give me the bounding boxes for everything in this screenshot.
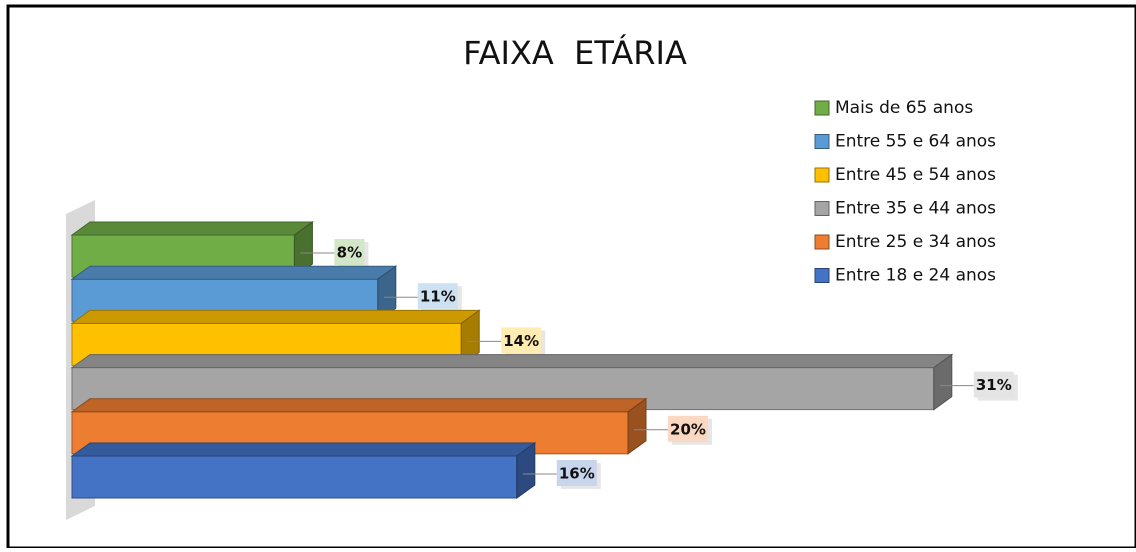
data-label-box	[334, 239, 365, 265]
bar	[71, 455, 518, 499]
data-label: 20%	[670, 420, 706, 438]
bar-top	[70, 265, 398, 280]
legend-label: Entre 18 e 24 anos	[835, 266, 996, 286]
bar-side	[627, 397, 647, 455]
data-label-box	[501, 327, 542, 354]
legend-swatch	[814, 167, 830, 183]
bar-side	[377, 265, 397, 323]
data-label: 31%	[976, 376, 1012, 394]
bar-top	[70, 309, 481, 324]
data-label-box	[668, 415, 708, 442]
bar-side	[460, 309, 480, 367]
legend-swatch	[814, 100, 830, 116]
data-label-box	[417, 283, 458, 310]
bar-side	[933, 353, 953, 411]
bar-top	[70, 354, 954, 369]
data-label: 11%	[420, 288, 456, 306]
legend-swatch	[814, 134, 830, 149]
data-label-box	[973, 371, 1014, 398]
bar-top	[70, 221, 314, 236]
data-label: 14%	[503, 332, 539, 350]
data-label-box	[556, 460, 597, 486]
legend-label: Mais de 65 anos	[835, 98, 973, 118]
legend-label: Entre 35 e 44 anos	[835, 199, 996, 219]
bar-side	[516, 442, 536, 499]
bar-top	[70, 442, 537, 457]
data-label: 16%	[559, 465, 595, 483]
bar-side	[293, 221, 313, 278]
data-label: 8%	[337, 244, 362, 262]
bar-top	[70, 398, 648, 413]
legend-swatch	[814, 201, 830, 216]
legend-label: Entre 25 e 34 anos	[835, 232, 996, 252]
legend-label: Entre 45 e 54 anos	[835, 165, 996, 185]
legend-label: Entre 55 e 64 anos	[835, 132, 996, 152]
legend-swatch	[814, 268, 830, 283]
legend-swatch	[814, 234, 830, 250]
chart-title: FAIXA ETÁRIA	[463, 34, 687, 72]
